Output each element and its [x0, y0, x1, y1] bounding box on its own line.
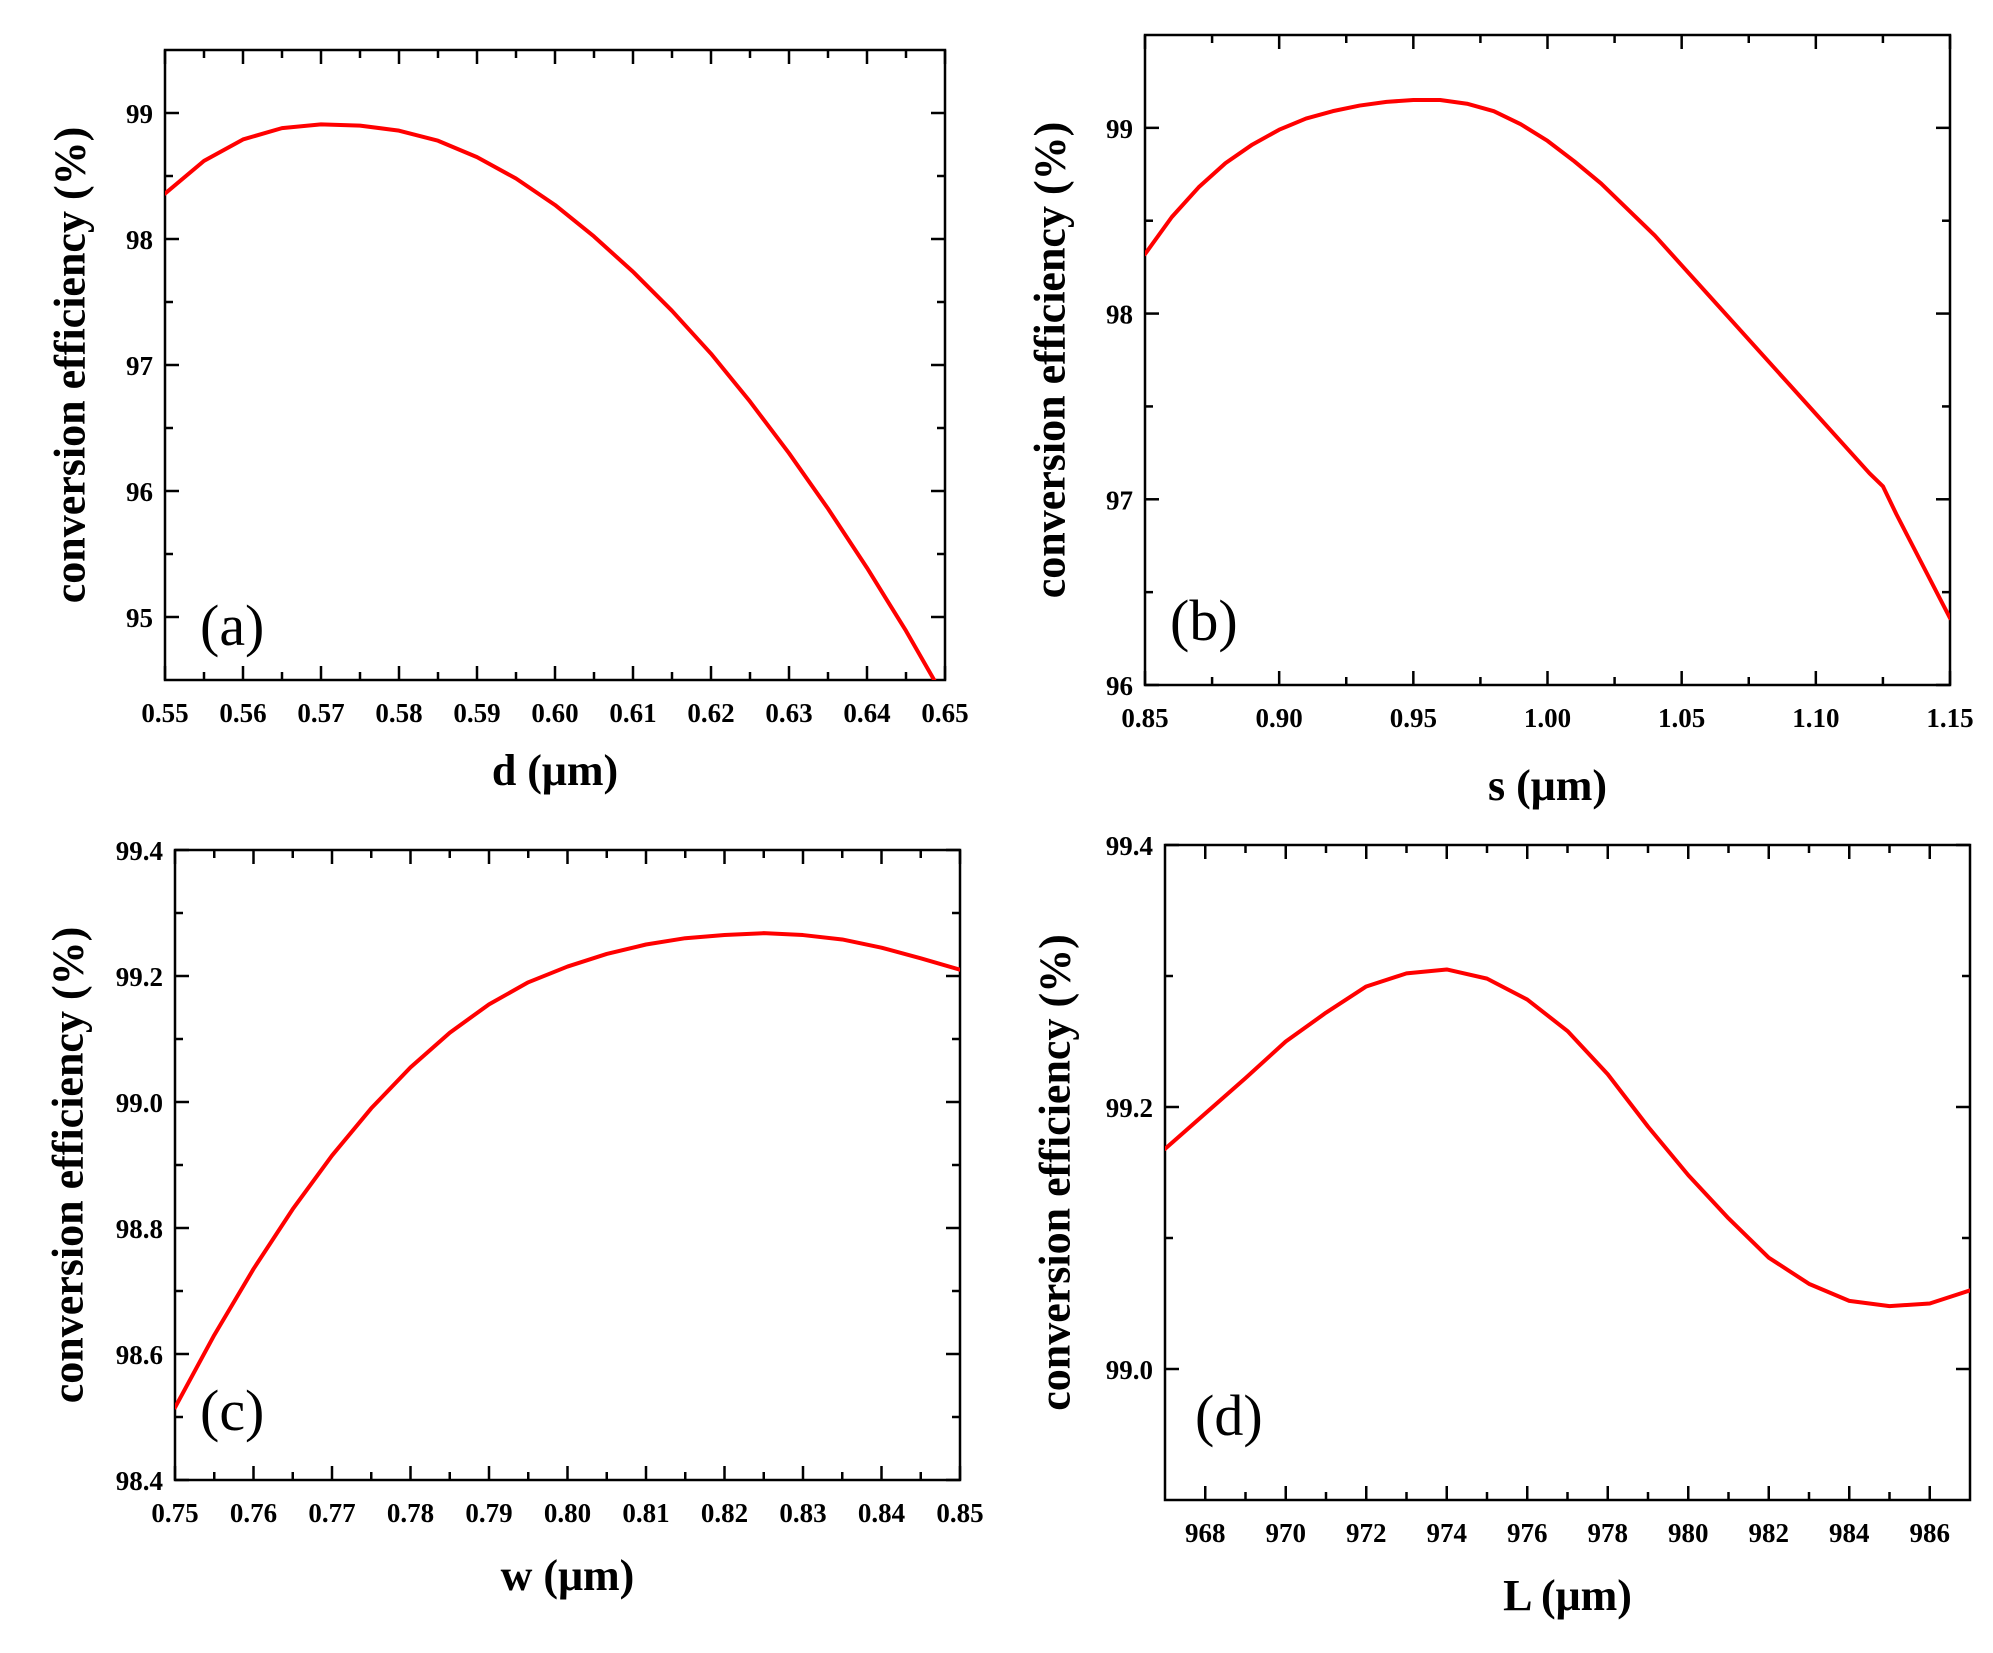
y-tick-label: 99.4 — [116, 836, 163, 866]
panel-label: (d) — [1195, 1383, 1263, 1448]
y-tick-label: 98.8 — [116, 1214, 163, 1244]
x-tick-label: 1.10 — [1792, 703, 1839, 733]
panel-label: (a) — [200, 593, 264, 658]
y-tick-label: 99.0 — [116, 1088, 163, 1118]
x-tick-label: 1.15 — [1926, 703, 1973, 733]
x-tick-label: 0.85 — [936, 1498, 983, 1528]
y-tick-label: 99 — [126, 99, 153, 129]
x-tick-label: 974 — [1427, 1518, 1468, 1548]
x-tick-label: 0.83 — [779, 1498, 826, 1528]
y-tick-label: 98 — [1106, 300, 1133, 330]
plot-frame — [173, 848, 962, 1482]
x-tick-label: 0.78 — [387, 1498, 434, 1528]
x-tick-label: 0.63 — [765, 698, 812, 728]
y-axis-title: conversion efficiency (%) — [46, 127, 95, 604]
y-axis-title: conversion efficiency (%) — [1031, 934, 1080, 1411]
chart-panel-b: 0.85 0.90 0.95 1.00 1.05 1.10 1.15 96 97 98 99 s (μ… — [1026, 33, 1974, 810]
chart-panel-c: 0.75 0.76 0.77 0.78 0.79 0.80 0.81 0.82 0.83 0.84… — [44, 836, 984, 1600]
series-line-b — [1145, 98, 1950, 621]
x-tick-label: 0.84 — [858, 1498, 905, 1528]
x-tick-label: 0.60 — [531, 698, 578, 728]
x-tick-label: 0.95 — [1390, 703, 1437, 733]
y-tick-label: 99.2 — [116, 962, 163, 992]
y-tick-label: 98.4 — [116, 1466, 163, 1496]
x-tick-label: 984 — [1829, 1518, 1870, 1548]
x-tick-label: 0.65 — [921, 698, 968, 728]
x-tick-label: 0.55 — [141, 698, 188, 728]
x-tick-label: 0.56 — [219, 698, 266, 728]
x-tick-label: 0.81 — [622, 1498, 669, 1528]
x-tick-label: 980 — [1668, 1518, 1709, 1548]
x-tick-label: 978 — [1588, 1518, 1629, 1548]
x-tick-label: 0.64 — [843, 698, 890, 728]
y-tick-label: 95 — [126, 603, 153, 633]
y-tick-label: 97 — [1106, 485, 1133, 515]
x-tick-label: 0.85 — [1121, 703, 1168, 733]
x-tick-label: 0.77 — [308, 1498, 355, 1528]
series-line-d — [1165, 967, 1970, 1309]
panel-label: (b) — [1170, 588, 1238, 653]
chart-panel-d: 968 970 972 974 976 978 980 982 984 986 99.0 99.2 99… — [1031, 831, 1972, 1620]
y-tick-label: 98 — [126, 225, 153, 255]
y-tick-label: 96 — [126, 477, 153, 507]
x-tick-label: 976 — [1507, 1518, 1548, 1548]
y-axis-title: conversion efficiency (%) — [1026, 122, 1075, 599]
chart-panel-a: 0.55 0.56 0.57 0.58 0.59 0.60 0.61 0.62 0.63 0.64… — [46, 48, 969, 795]
x-axis-title: w (μm) — [501, 1551, 635, 1600]
x-tick-label: 972 — [1346, 1518, 1387, 1548]
y-tick-label: 99 — [1106, 114, 1133, 144]
y-tick-label: 96 — [1106, 671, 1133, 701]
y-tick-label: 99.0 — [1106, 1355, 1153, 1385]
y-tick-label: 99.2 — [1106, 1093, 1153, 1123]
x-tick-label: 0.76 — [230, 1498, 277, 1528]
x-tick-label: 0.57 — [297, 698, 344, 728]
x-tick-label: 968 — [1185, 1518, 1226, 1548]
x-tick-label: 1.05 — [1658, 703, 1705, 733]
x-tick-label: 0.90 — [1256, 703, 1303, 733]
x-axis-title: s (μm) — [1488, 761, 1607, 810]
x-tick-label: 0.75 — [151, 1498, 198, 1528]
panel-label: (c) — [200, 1378, 264, 1443]
x-tick-label: 0.82 — [701, 1498, 748, 1528]
x-axis-title: L (μm) — [1503, 1571, 1632, 1620]
plot-frame — [163, 48, 947, 682]
y-axis-title: conversion efficiency (%) — [44, 927, 93, 1404]
x-tick-label: 982 — [1749, 1518, 1790, 1548]
y-tick-label: 99.4 — [1106, 831, 1153, 861]
x-tick-label: 0.79 — [465, 1498, 512, 1528]
x-tick-label: 0.62 — [687, 698, 734, 728]
x-tick-label: 0.80 — [544, 1498, 591, 1528]
plot-frame — [1143, 33, 1952, 687]
y-tick-label: 98.6 — [116, 1340, 163, 1370]
x-axis-title: d (μm) — [492, 746, 618, 795]
x-tick-label: 0.58 — [375, 698, 422, 728]
x-tick-label: 1.00 — [1524, 703, 1571, 733]
x-tick-label: 970 — [1266, 1518, 1307, 1548]
x-tick-label: 986 — [1910, 1518, 1951, 1548]
plot-frame — [1163, 843, 1972, 1502]
x-tick-label: 0.59 — [453, 698, 500, 728]
y-tick-label: 97 — [126, 351, 153, 381]
x-tick-label: 0.61 — [609, 698, 656, 728]
series-line-c — [175, 931, 960, 1410]
series-line-a — [165, 122, 937, 680]
